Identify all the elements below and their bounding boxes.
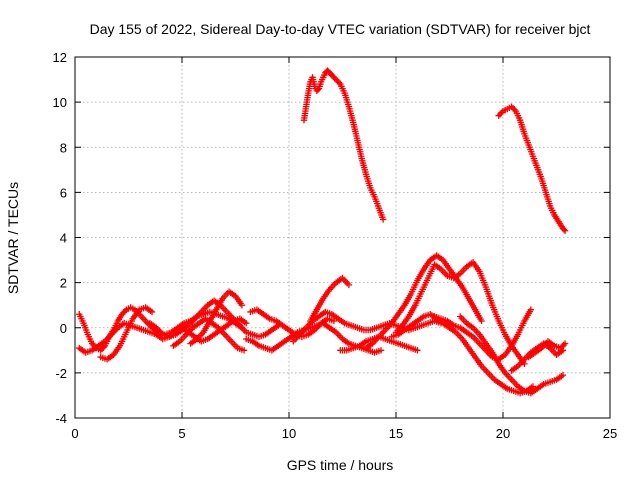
series-track-p [457, 313, 567, 397]
series-track-s [300, 67, 387, 223]
x-tick-label: 20 [496, 426, 510, 441]
x-axis-title: GPS time / hours [287, 457, 394, 473]
y-axis-title: SDTVAR / TECUs [5, 182, 21, 294]
data-point [314, 86, 322, 93]
data-marks [76, 67, 569, 397]
axis-ticks: 0 5 10 15 20 25 -4 -2 0 2 4 6 8 10 12 [53, 50, 618, 441]
data-point [561, 340, 569, 347]
data-point [560, 226, 568, 233]
y-tick-label: -2 [55, 366, 67, 381]
x-tick-label: 10 [282, 426, 296, 441]
series-track-f [187, 288, 246, 347]
y-tick-label: 10 [53, 95, 67, 110]
series-track-d [146, 297, 282, 340]
data-point [561, 227, 569, 234]
data-point [414, 347, 421, 354]
y-tick-label: 6 [60, 185, 67, 200]
series-track-t [495, 103, 569, 234]
y-tick-label: 12 [53, 50, 67, 65]
x-tick-label: 5 [178, 426, 185, 441]
series-track-l [362, 252, 485, 352]
data-point [238, 301, 246, 309]
series-track-j [307, 274, 353, 325]
y-tick-label: 4 [60, 231, 67, 246]
data-point [559, 347, 567, 354]
data-point [243, 320, 250, 327]
data-point [330, 317, 338, 325]
data-point [148, 308, 156, 316]
series-track-r [508, 340, 567, 374]
series-track-c [97, 304, 156, 363]
y-tick-label: -4 [55, 411, 67, 426]
data-point [527, 306, 535, 313]
y-tick-label: 8 [60, 140, 67, 155]
series-track-m [392, 259, 528, 368]
y-tick-label: 2 [60, 276, 67, 291]
y-tick-label: 0 [60, 321, 67, 336]
data-point [377, 347, 385, 354]
x-tick-label: 0 [71, 426, 78, 441]
data-point [559, 371, 567, 379]
data-point [345, 281, 353, 289]
series-track-e [170, 315, 248, 354]
x-tick-label: 15 [389, 426, 403, 441]
data-point [478, 317, 485, 325]
series-track-o [431, 306, 535, 363]
series-track-i [290, 308, 445, 345]
data-point [529, 383, 537, 390]
chart-title: Day 155 of 2022, Sidereal Day-to-day VTE… [90, 21, 591, 37]
grid-lines [75, 57, 610, 418]
data-point [379, 216, 387, 223]
x-tick-label: 25 [603, 426, 617, 441]
series-track-h [247, 306, 338, 340]
data-point [240, 347, 248, 354]
